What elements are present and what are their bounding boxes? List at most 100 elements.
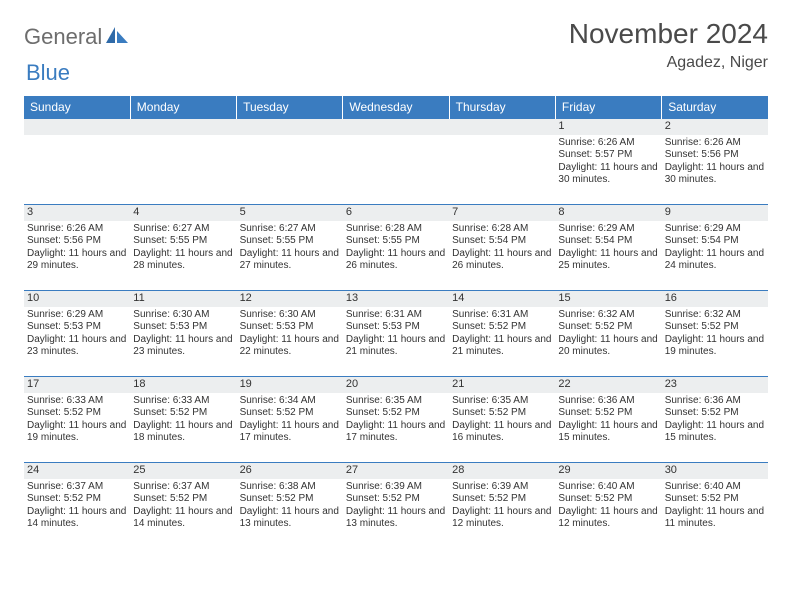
day-number-cell: 30 [662, 463, 768, 479]
sunrise-text: Sunrise: 6:31 AM [452, 309, 552, 322]
sunset-text: Sunset: 5:52 PM [346, 493, 446, 506]
weekday-header: Friday [555, 96, 661, 119]
daylight-text: Daylight: 11 hours and 27 minutes. [240, 248, 340, 273]
day-number-cell: 11 [130, 291, 236, 307]
daylight-text: Daylight: 11 hours and 23 minutes. [27, 334, 127, 359]
sunrise-text: Sunrise: 6:29 AM [27, 309, 127, 322]
day-content-cell: Sunrise: 6:36 AMSunset: 5:52 PMDaylight:… [555, 393, 661, 463]
day-number-cell: 29 [555, 463, 661, 479]
day-number-cell: 23 [662, 377, 768, 393]
day-number: 22 [558, 378, 570, 390]
day-content-cell: Sunrise: 6:31 AMSunset: 5:52 PMDaylight:… [449, 307, 555, 377]
daylight-text: Daylight: 11 hours and 30 minutes. [558, 162, 658, 187]
day-number-cell: 17 [24, 377, 130, 393]
day-number: 2 [665, 120, 671, 132]
day-number: 3 [27, 206, 33, 218]
sunset-text: Sunset: 5:52 PM [558, 321, 658, 334]
sunrise-text: Sunrise: 6:34 AM [240, 395, 340, 408]
day-number: 26 [240, 464, 252, 476]
day-number: 6 [346, 206, 352, 218]
day-number: 15 [558, 292, 570, 304]
day-content-cell: Sunrise: 6:28 AMSunset: 5:54 PMDaylight:… [449, 221, 555, 291]
day-number-cell: 19 [237, 377, 343, 393]
day-content-cell: Sunrise: 6:29 AMSunset: 5:54 PMDaylight:… [662, 221, 768, 291]
sunrise-text: Sunrise: 6:38 AM [240, 481, 340, 494]
day-content-cell: Sunrise: 6:26 AMSunset: 5:56 PMDaylight:… [24, 221, 130, 291]
day-number-cell: 9 [662, 205, 768, 221]
day-content-cell: Sunrise: 6:32 AMSunset: 5:52 PMDaylight:… [555, 307, 661, 377]
day-number: 8 [558, 206, 564, 218]
weekday-header: Wednesday [343, 96, 449, 119]
day-number: 10 [27, 292, 39, 304]
logo-text-blue: Blue [26, 60, 70, 85]
sunrise-text: Sunrise: 6:29 AM [558, 223, 658, 236]
day-content-cell: Sunrise: 6:26 AMSunset: 5:56 PMDaylight:… [662, 135, 768, 205]
day-number: 18 [133, 378, 145, 390]
day-content-cell: Sunrise: 6:30 AMSunset: 5:53 PMDaylight:… [130, 307, 236, 377]
daylight-text: Daylight: 11 hours and 23 minutes. [133, 334, 233, 359]
day-number-cell: 8 [555, 205, 661, 221]
day-content-cell: Sunrise: 6:39 AMSunset: 5:52 PMDaylight:… [343, 479, 449, 549]
daylight-text: Daylight: 11 hours and 14 minutes. [27, 506, 127, 531]
day-number: 5 [240, 206, 246, 218]
calendar-header-row: Sunday Monday Tuesday Wednesday Thursday… [24, 96, 768, 119]
day-number-row: 10111213141516 [24, 291, 768, 307]
day-number-cell: 14 [449, 291, 555, 307]
day-content-cell [343, 135, 449, 205]
title-block: November 2024 Agadez, Niger [569, 18, 768, 72]
day-content-row: Sunrise: 6:33 AMSunset: 5:52 PMDaylight:… [24, 393, 768, 463]
day-number-cell: 20 [343, 377, 449, 393]
daylight-text: Daylight: 11 hours and 29 minutes. [27, 248, 127, 273]
day-content-cell: Sunrise: 6:37 AMSunset: 5:52 PMDaylight:… [24, 479, 130, 549]
sunrise-text: Sunrise: 6:37 AM [27, 481, 127, 494]
sunset-text: Sunset: 5:52 PM [133, 493, 233, 506]
sunset-text: Sunset: 5:57 PM [558, 149, 658, 162]
day-content-cell [130, 135, 236, 205]
sunset-text: Sunset: 5:52 PM [665, 407, 765, 420]
weekday-header: Thursday [449, 96, 555, 119]
daylight-text: Daylight: 11 hours and 19 minutes. [27, 420, 127, 445]
sunrise-text: Sunrise: 6:28 AM [346, 223, 446, 236]
day-content-cell: Sunrise: 6:37 AMSunset: 5:52 PMDaylight:… [130, 479, 236, 549]
weekday-header: Monday [130, 96, 236, 119]
daylight-text: Daylight: 11 hours and 28 minutes. [133, 248, 233, 273]
daylight-text: Daylight: 11 hours and 18 minutes. [133, 420, 233, 445]
day-number: 17 [27, 378, 39, 390]
day-content-row: Sunrise: 6:26 AMSunset: 5:56 PMDaylight:… [24, 221, 768, 291]
weekday-header: Tuesday [237, 96, 343, 119]
day-number-row: 3 4 5 6 78 9 [24, 205, 768, 221]
day-number-cell: 2 [662, 119, 768, 135]
sunset-text: Sunset: 5:52 PM [240, 493, 340, 506]
sunrise-text: Sunrise: 6:26 AM [558, 137, 658, 150]
sunset-text: Sunset: 5:52 PM [240, 407, 340, 420]
sunrise-text: Sunrise: 6:32 AM [558, 309, 658, 322]
day-content-cell: Sunrise: 6:40 AMSunset: 5:52 PMDaylight:… [555, 479, 661, 549]
day-number: 4 [133, 206, 139, 218]
day-content-cell [449, 135, 555, 205]
sunset-text: Sunset: 5:52 PM [452, 321, 552, 334]
sunrise-text: Sunrise: 6:36 AM [558, 395, 658, 408]
day-number: 9 [665, 206, 671, 218]
day-number-cell [130, 119, 236, 135]
sunrise-text: Sunrise: 6:27 AM [133, 223, 233, 236]
sunset-text: Sunset: 5:52 PM [346, 407, 446, 420]
sunset-text: Sunset: 5:53 PM [240, 321, 340, 334]
sunset-text: Sunset: 5:54 PM [452, 235, 552, 248]
day-number-cell: 27 [343, 463, 449, 479]
sunset-text: Sunset: 5:52 PM [133, 407, 233, 420]
calendar-body: 12Sunrise: 6:26 AMSunset: 5:57 PMDayligh… [24, 119, 768, 549]
day-number: 25 [133, 464, 145, 476]
sunset-text: Sunset: 5:52 PM [27, 493, 127, 506]
sunset-text: Sunset: 5:53 PM [27, 321, 127, 334]
day-content-cell: Sunrise: 6:39 AMSunset: 5:52 PMDaylight:… [449, 479, 555, 549]
daylight-text: Daylight: 11 hours and 20 minutes. [558, 334, 658, 359]
weekday-header: Sunday [24, 96, 130, 119]
day-number-cell: 7 [449, 205, 555, 221]
day-content-cell: Sunrise: 6:29 AMSunset: 5:53 PMDaylight:… [24, 307, 130, 377]
logo: General [24, 18, 128, 50]
day-number: 29 [558, 464, 570, 476]
daylight-text: Daylight: 11 hours and 21 minutes. [452, 334, 552, 359]
sunset-text: Sunset: 5:52 PM [665, 321, 765, 334]
sunset-text: Sunset: 5:52 PM [558, 493, 658, 506]
sunset-text: Sunset: 5:56 PM [665, 149, 765, 162]
